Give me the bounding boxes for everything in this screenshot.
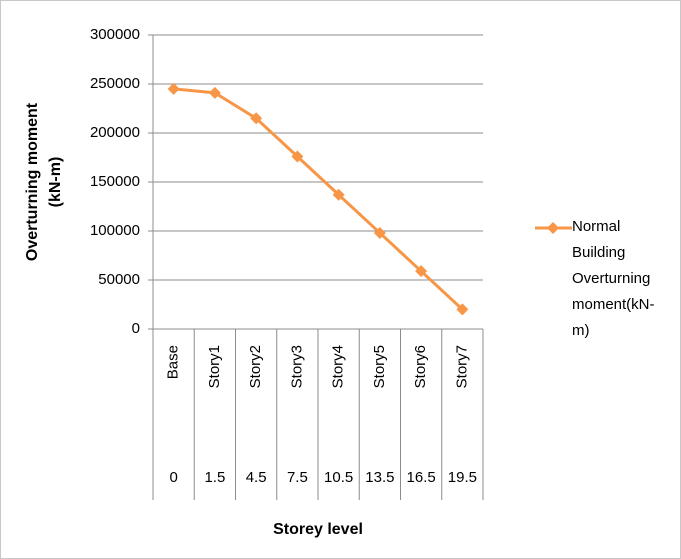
x-level-label: 4.5 [246,469,267,486]
x-tick-label: Story3 [288,345,305,388]
x-tick-label: Base [165,345,182,379]
x-tick-label: Story6 [412,345,429,388]
legend-label: Normal Building Overturning moment(kN-m) [572,218,655,339]
x-level-label: 10.5 [324,469,353,486]
point-marker [456,303,469,316]
x-level-label: 13.5 [365,469,394,486]
point-marker [332,188,345,201]
x-level-label: 19.5 [448,469,477,486]
y-tick-label: 300000 [90,26,140,43]
y-tick-label: 250000 [90,75,140,92]
y-tick-label: 50000 [98,271,140,288]
x-level-label: 1.5 [204,469,225,486]
x-tick-label: Story7 [453,345,470,388]
point-marker [208,86,221,99]
x-level-label: 16.5 [407,469,436,486]
x-tick-label: Story5 [371,345,388,388]
point-marker [167,82,180,95]
legend-marker [547,222,559,234]
y-tick-label: 150000 [90,173,140,190]
point-marker [415,265,428,278]
series-line [173,87,464,311]
x-level-label: 7.5 [287,469,308,486]
x-tick-label: Story4 [330,345,347,388]
y-tick-label: 0 [132,320,140,337]
x-tick-label: Story2 [247,345,264,388]
y-axis-label: (kN-m) [47,157,64,208]
x-level-label: 0 [169,469,177,486]
x-tick-label: Story1 [206,345,223,388]
x-axis-label: Storey level [273,521,363,538]
y-tick-label: 200000 [90,124,140,141]
point-marker [250,112,263,125]
point-marker [373,226,386,239]
point-marker [291,150,304,163]
y-tick-label: 100000 [90,222,140,239]
y-axis-label: Overturning moment [24,102,41,261]
